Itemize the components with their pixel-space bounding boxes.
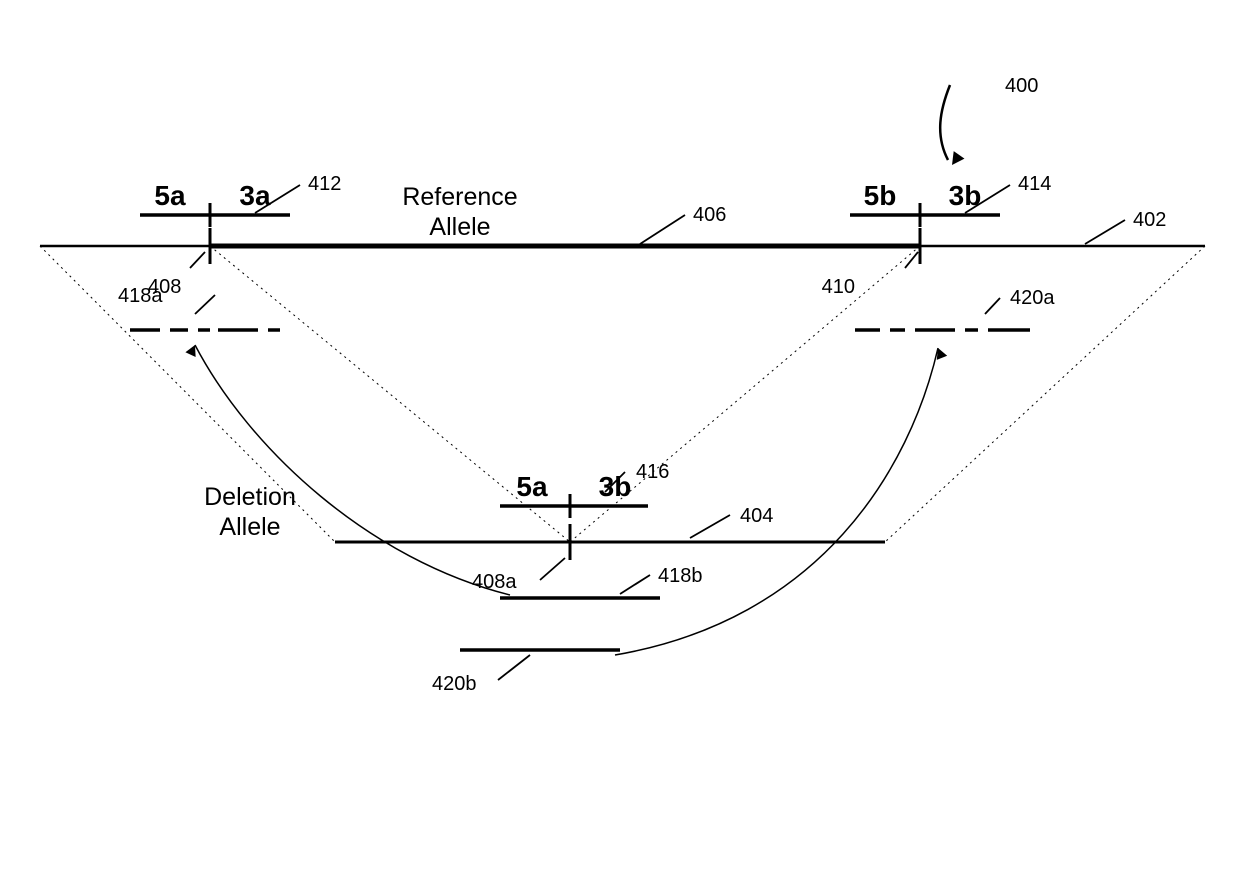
leader-406 <box>640 215 685 244</box>
fig-arrow <box>940 85 950 160</box>
p416_5: 5a <box>516 471 548 502</box>
n418b: 418b <box>658 565 703 587</box>
n420a: 420a <box>1010 287 1055 309</box>
leader-408a <box>540 558 565 580</box>
arrowhead <box>185 345 195 357</box>
reference_allele_2: Allele <box>429 213 490 241</box>
n402: 402 <box>1133 209 1166 231</box>
n420b: 420b <box>432 673 477 695</box>
leader-418a <box>195 295 215 314</box>
curve-418 <box>195 345 510 595</box>
diagram-canvas: 412414406402416404418b420a418a408a420b40… <box>0 0 1240 872</box>
n408a: 408a <box>472 571 517 593</box>
p412_3: 3a <box>239 180 271 211</box>
leader-420a <box>985 298 1000 314</box>
n404: 404 <box>740 505 773 527</box>
leader-410 <box>905 252 918 268</box>
n416: 416 <box>636 461 669 483</box>
reference_allele_1: Reference <box>402 183 517 211</box>
p416_3: 3b <box>599 471 632 502</box>
arrowhead <box>952 151 964 165</box>
leader-420b <box>498 655 530 680</box>
n410: 410 <box>822 276 855 298</box>
p414_3: 3b <box>949 180 982 211</box>
arrowhead <box>937 348 947 360</box>
n414: 414 <box>1018 173 1051 195</box>
p414_5: 5b <box>864 180 897 211</box>
n400: 400 <box>1005 75 1038 97</box>
n412: 412 <box>308 173 341 195</box>
leader-404 <box>690 515 730 538</box>
curve-420 <box>615 348 938 655</box>
leader-418b <box>620 575 650 594</box>
n406: 406 <box>693 204 726 226</box>
p412_5: 5a <box>154 180 186 211</box>
leader-408 <box>190 252 205 268</box>
n408: 408 <box>148 276 181 298</box>
deletion_allele_1: Deletion <box>204 483 296 511</box>
leader-402 <box>1085 220 1125 244</box>
deletion_allele_2: Allele <box>219 513 280 541</box>
